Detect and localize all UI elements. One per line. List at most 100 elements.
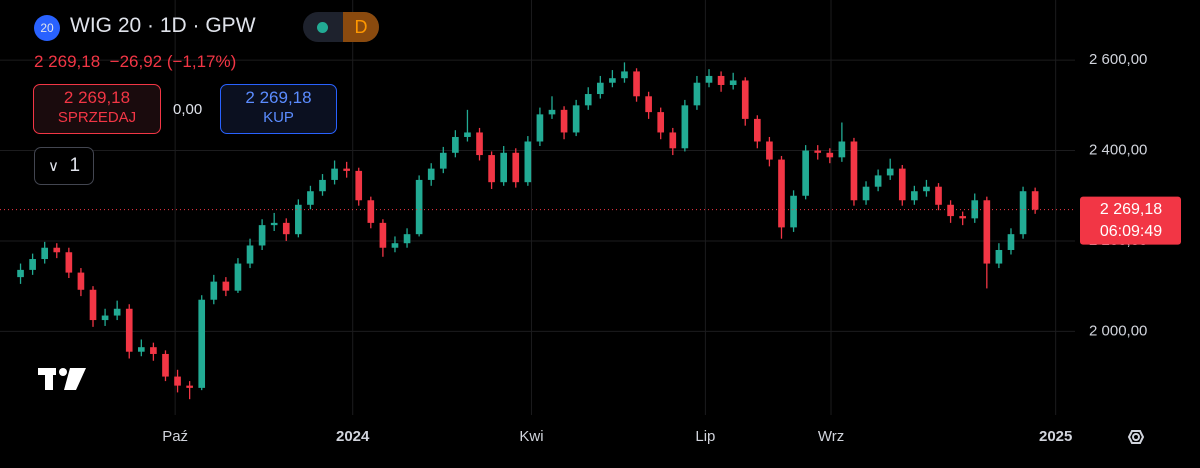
candle-body (355, 170, 363, 201)
candle-body (862, 186, 870, 201)
candle-body (319, 179, 326, 192)
candle-body (77, 272, 85, 290)
candle-body (657, 112, 665, 133)
price-line: 2 269,18 −26,92 (−1,17%) (34, 52, 236, 72)
candle-body (258, 225, 266, 246)
candle-body (874, 175, 882, 187)
candle-body (150, 347, 157, 354)
candle-body (198, 299, 206, 388)
candle-body (669, 132, 677, 149)
candle-body (89, 289, 97, 321)
x-tick-label: Kwi (519, 428, 543, 445)
candle-body (307, 191, 314, 205)
candle-body (971, 200, 979, 219)
candle-body (476, 132, 483, 156)
settings-icon[interactable] (1127, 430, 1145, 444)
candle-body (391, 243, 399, 248)
candle-body (282, 222, 290, 235)
candle-body (174, 376, 181, 386)
last-price-label: 2 269,18 (1100, 201, 1162, 218)
candle-body (488, 155, 495, 183)
candle-body (452, 136, 459, 153)
x-tick-label: Paź (162, 428, 188, 445)
candle-body (41, 247, 49, 260)
candle-body (790, 195, 797, 228)
sell-price: 2 269,18 (63, 88, 131, 107)
candle-body (923, 186, 930, 192)
candle-body (911, 191, 918, 201)
candle-body (947, 204, 954, 217)
y-tick-label: 2 400,00 (1089, 142, 1147, 159)
candle-body (137, 347, 145, 352)
buy-price: 2 269,18 (245, 88, 312, 107)
tv-logo (38, 368, 86, 390)
candle-body (826, 152, 834, 158)
candle-body (162, 353, 169, 377)
candle-body (65, 252, 73, 273)
candle-body (186, 385, 193, 388)
candle-body (343, 168, 350, 171)
price: 2 269,18 (34, 52, 101, 71)
candle-body (814, 150, 822, 153)
status-pill[interactable]: D (303, 12, 379, 42)
buy-button[interactable]: 2 269,18 KUP (220, 84, 337, 134)
candle-body (536, 114, 544, 142)
change: −26,92 (−1,17%) (109, 52, 237, 71)
candle-body (1019, 191, 1027, 235)
sell-button[interactable]: 2 269,18 SPRZEDAJ (33, 84, 161, 134)
candle-body (681, 105, 689, 149)
candle-body (548, 109, 556, 115)
x-tick-label: Lip (695, 428, 715, 445)
candle-body (270, 222, 278, 226)
candle-body (464, 132, 471, 137)
candle-body (609, 78, 616, 83)
candle-body (584, 94, 592, 106)
x-axis: Paź 2024 Kwi Lip Wrz 2025 (162, 428, 1072, 445)
candle-body (741, 80, 749, 119)
axes: 2 000,002 200,002 400,002 600,002 269,18… (1080, 51, 1181, 339)
candle-body (935, 186, 942, 205)
candle-body (983, 200, 991, 264)
indicators-count: 1 (69, 155, 81, 176)
indicators-toggle[interactable]: ∨ 1 (34, 147, 94, 185)
candle-body (705, 75, 713, 83)
candle-body (295, 204, 302, 235)
candle-body (101, 315, 109, 321)
candle-body (29, 259, 36, 270)
candle-body (427, 168, 435, 180)
candle-body (379, 222, 387, 248)
candles (0, 62, 1075, 400)
candle-body (850, 141, 858, 201)
candle-body (222, 281, 230, 291)
candle-body (995, 249, 1003, 264)
candle-body (898, 168, 906, 201)
candle-body (766, 141, 773, 160)
candle-body (113, 308, 121, 316)
candle-body (512, 152, 520, 183)
candle-body (596, 82, 604, 95)
candle-body (331, 168, 338, 180)
candle-body (500, 152, 508, 183)
y-tick-label: 2 600,00 (1089, 51, 1147, 68)
candle-body (959, 216, 966, 219)
symbol-title: WIG 20 · 1D · GPW (70, 14, 256, 37)
spread: 0,00 (173, 101, 203, 118)
candle-body (838, 141, 846, 158)
candle-body (560, 109, 568, 133)
candle-body (210, 281, 218, 300)
candle-body (53, 247, 61, 253)
candle-body (717, 75, 725, 85)
candle-body (633, 71, 640, 97)
candle-body (403, 234, 411, 244)
candle-body (693, 82, 701, 106)
x-tick-label: 2024 (336, 428, 370, 445)
candle-body (17, 269, 24, 278)
status-dot (317, 22, 328, 33)
candle-body (802, 150, 809, 196)
candle-body (886, 168, 894, 176)
y-tick-label: 2 000,00 (1089, 322, 1147, 339)
buy-label: KUP (263, 109, 294, 126)
candle-body (415, 179, 423, 235)
candle-body (234, 263, 242, 291)
